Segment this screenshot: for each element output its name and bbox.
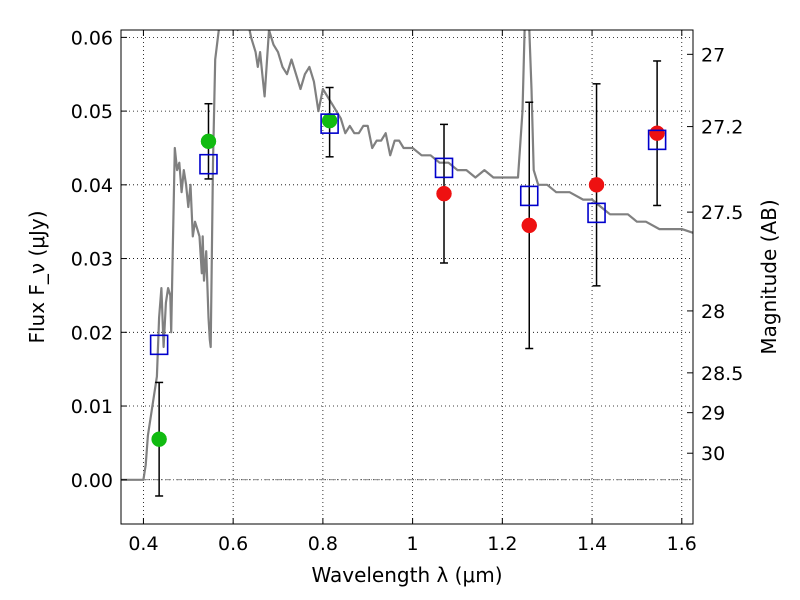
y-right-tick-label: 28.5 [701,363,743,385]
model-square-marker [587,202,606,224]
red-data-point [521,217,538,234]
green-data-point [151,431,167,447]
y-axis-label-left: Flux F_ν (μJy) [25,210,49,343]
red-data-point [436,185,452,202]
model-square-marker [647,129,667,151]
y-tick-label: 0.05 [71,101,113,123]
x-tick-label: 1.4 [577,533,607,555]
axes-frame [120,29,694,525]
y-right-tick-label: 27.5 [701,202,743,224]
green-data-point [321,112,338,129]
model-square-marker [149,334,169,356]
y-tick-label: 0.01 [71,396,113,418]
model-square-marker [519,185,539,207]
x-tick-label: 0.8 [308,533,338,555]
y-right-tick-label: 27 [701,44,725,66]
x-axis-label: Wavelength λ (μm) [311,563,502,587]
axes: 0.4 0.6 0.8 1 1.2 1.4 1.6 0.00 0.01 0.02 0.03 0.04 0… [71,27,744,555]
red-data-point [588,177,605,193]
y-tick-label: 0.06 [71,27,113,49]
model-square-marker [320,113,339,134]
plot-area [121,30,693,497]
y-tick-label: 0.03 [71,249,113,271]
y-right-tick-label: 28 [701,301,725,323]
y-tick-label: 0.00 [71,470,113,492]
x-tick-label: 0.4 [128,533,158,555]
green-data-point [200,133,217,150]
y-right-tick-label: 29 [701,403,725,425]
y-right-tick-label: 30 [701,443,725,465]
y-axis-label-right: Magnitude (AB) [757,199,781,354]
model-square-marker [199,153,218,175]
red-data-point [649,125,665,141]
y-right-tick-label: 27.2 [701,117,743,139]
x-tick-label: 0.6 [218,533,248,555]
x-tick-label: 1 [407,533,419,555]
y-tick-label: 0.04 [71,175,113,197]
model-square-marker [434,157,454,179]
y-tick-label: 0.02 [71,322,113,344]
x-tick-label: 1.2 [487,533,517,555]
x-tick-label: 1.6 [667,533,697,555]
template-spectrum-line [121,30,693,481]
